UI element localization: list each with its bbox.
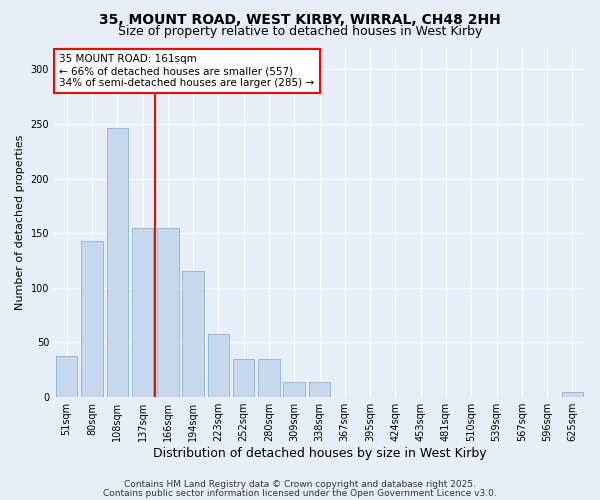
Text: Contains public sector information licensed under the Open Government Licence v3: Contains public sector information licen… — [103, 488, 497, 498]
Bar — [309, 382, 330, 397]
Text: Contains HM Land Registry data © Crown copyright and database right 2025.: Contains HM Land Registry data © Crown c… — [124, 480, 476, 489]
Bar — [233, 359, 254, 397]
Bar — [258, 359, 280, 397]
X-axis label: Distribution of detached houses by size in West Kirby: Distribution of detached houses by size … — [153, 447, 487, 460]
Text: 35, MOUNT ROAD, WEST KIRBY, WIRRAL, CH48 2HH: 35, MOUNT ROAD, WEST KIRBY, WIRRAL, CH48… — [99, 12, 501, 26]
Bar — [107, 128, 128, 397]
Text: Size of property relative to detached houses in West Kirby: Size of property relative to detached ho… — [118, 25, 482, 38]
Bar — [208, 334, 229, 397]
Bar — [182, 272, 204, 397]
Bar — [56, 356, 77, 397]
Bar — [562, 392, 583, 397]
Bar — [157, 228, 179, 397]
Text: 35 MOUNT ROAD: 161sqm
← 66% of detached houses are smaller (557)
34% of semi-det: 35 MOUNT ROAD: 161sqm ← 66% of detached … — [59, 54, 314, 88]
Y-axis label: Number of detached properties: Number of detached properties — [15, 134, 25, 310]
Bar — [81, 241, 103, 397]
Bar — [132, 228, 153, 397]
Bar — [283, 382, 305, 397]
